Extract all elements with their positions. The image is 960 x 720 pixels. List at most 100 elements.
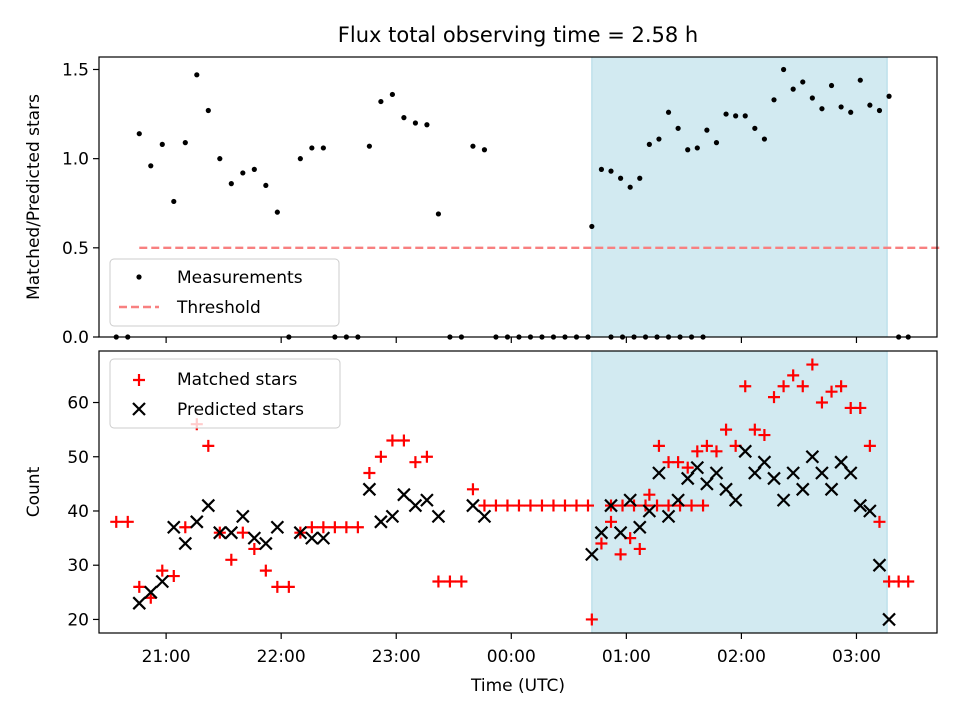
measurements-point-17	[309, 145, 315, 151]
predicted-stars-point-32	[652, 466, 666, 480]
measurements-point-32	[481, 147, 488, 153]
measurements-point-5	[171, 198, 177, 205]
matched-stars-point-5	[167, 570, 180, 583]
measurements-point-57	[646, 141, 652, 147]
predicted-stars-point-19	[397, 487, 411, 502]
predicted-stars-point-22	[431, 509, 446, 524]
matched-stars-point-52	[595, 537, 608, 550]
matched-stars-point-50	[697, 499, 710, 512]
matched-stars-point-45	[639, 499, 652, 512]
predicted-stars-point-42	[748, 466, 762, 480]
matched-stars-point-72	[787, 369, 800, 382]
bottom-xtick-label-1: 22:00	[257, 647, 306, 667]
measurements-point-55	[627, 184, 633, 190]
matched-stars-point-61	[681, 461, 694, 474]
bottom-xtick-label-5: 02:00	[717, 647, 766, 667]
matched-stars-point-81	[873, 515, 886, 528]
matched-stars-point-65	[720, 423, 733, 436]
top-ytick-label-2: 1.0	[62, 150, 89, 170]
predicted-stars-point-8	[224, 525, 239, 540]
predicted-stars-point-16	[362, 482, 377, 497]
matched-stars-point-62	[691, 445, 704, 458]
measurements-point-75	[819, 106, 825, 112]
predicted-stars-point-38	[709, 466, 724, 480]
top-shaded-span	[591, 56, 888, 338]
top-panel-axes: 0.0 0.5 1.0 1.5	[62, 56, 938, 348]
matched-stars-point-2	[133, 580, 146, 593]
bottom-panel-background	[591, 350, 888, 634]
predicted-stars-point-14	[305, 531, 319, 545]
matched-stars-point-33	[489, 499, 502, 512]
predicted-stars-point-24	[477, 509, 492, 524]
matched-stars-point-39	[558, 499, 571, 512]
matched-stars-point-43	[616, 499, 629, 512]
predicted-stars-point-41	[738, 444, 753, 459]
matched-stars-point-68	[748, 423, 761, 436]
matched-stars-point-11	[236, 526, 249, 539]
matched-stars-point-35	[512, 499, 525, 512]
bottom-xtick-label-2: 23:00	[372, 647, 421, 667]
measurements-point-16	[297, 156, 303, 162]
measurements-point-82	[886, 93, 892, 99]
matched-stars-point-64	[710, 445, 723, 458]
measurements-point-66	[733, 113, 739, 119]
predicted-stars-point-43	[757, 455, 772, 469]
measurements-point-70	[771, 97, 777, 103]
measurements-point-24	[389, 91, 395, 98]
matched-stars-point-49	[685, 499, 698, 512]
bottom-ytick-label-3: 50	[67, 448, 89, 468]
matched-stars-point-75	[815, 396, 828, 409]
matched-stars-point-19	[328, 521, 341, 534]
predicted-stars-point-48	[805, 449, 820, 464]
legend-measurements-label: Measurements	[177, 268, 303, 288]
measurements-point-59	[665, 109, 672, 115]
matched-stars-point-44	[628, 499, 641, 512]
matched-stars-point-57	[643, 488, 656, 501]
measurements-point-6	[182, 140, 188, 146]
measurements-point-52	[598, 166, 605, 172]
measurements-point-12	[251, 166, 257, 172]
bottom-panel: 20 30 40 50 60 21:00 22:00 23:00 00:00 01:00 02:00…	[24, 350, 938, 696]
measurements-point-62	[694, 145, 700, 151]
matched-stars-point-0	[110, 515, 123, 528]
measurements-point-4	[159, 141, 165, 147]
matched-stars-point-23	[374, 450, 387, 463]
predicted-stars-point-51	[834, 455, 848, 469]
bottom-ytick-label-0: 20	[67, 610, 89, 630]
matched-stars-point-70	[768, 391, 781, 404]
top-ytick-label-3: 1.5	[62, 60, 89, 80]
measurements-point-53	[608, 168, 614, 174]
predicted-stars-point-45	[776, 493, 791, 507]
legend-matched-marker	[133, 374, 145, 386]
matched-stars-point-25	[397, 434, 410, 447]
predicted-stars-point-52	[843, 466, 858, 480]
matched-stars-point-36	[524, 499, 537, 512]
matched-stars-point-12	[248, 542, 261, 555]
measurements-point-68	[752, 125, 758, 131]
measurements-point-58	[656, 136, 662, 142]
bottom-legend: Matched stars Predicted stars	[109, 358, 341, 429]
bottom-panel-marks	[110, 358, 915, 627]
matched-stars-point-67	[739, 380, 752, 393]
predicted-stars-point-37	[700, 477, 714, 491]
measurements-point-74	[809, 95, 815, 101]
top-legend: Measurements Threshold	[109, 258, 340, 327]
matched-stars-point-54	[614, 548, 627, 561]
predicted-stars-point-5	[190, 515, 204, 529]
predicted-stars-point-36	[690, 460, 705, 475]
predicted-stars-point-44	[767, 471, 781, 486]
matched-stars-point-8	[202, 439, 215, 452]
predicted-stars-point-27	[604, 498, 618, 513]
matched-stars-point-79	[854, 401, 867, 414]
measurements-point-80	[867, 102, 873, 108]
measurements-point-8	[205, 107, 211, 114]
legend-predicted-label: Predicted stars	[177, 400, 304, 420]
measurements-point-22	[366, 143, 372, 149]
predicted-stars-point-10	[247, 531, 262, 545]
measurements-point-3	[148, 163, 154, 169]
measurements-point-63	[704, 127, 710, 133]
matched-stars-point-32	[478, 499, 491, 512]
matched-stars-point-28	[432, 575, 445, 588]
measurements-point-2	[136, 131, 142, 137]
matched-stars-point-10	[225, 553, 238, 566]
